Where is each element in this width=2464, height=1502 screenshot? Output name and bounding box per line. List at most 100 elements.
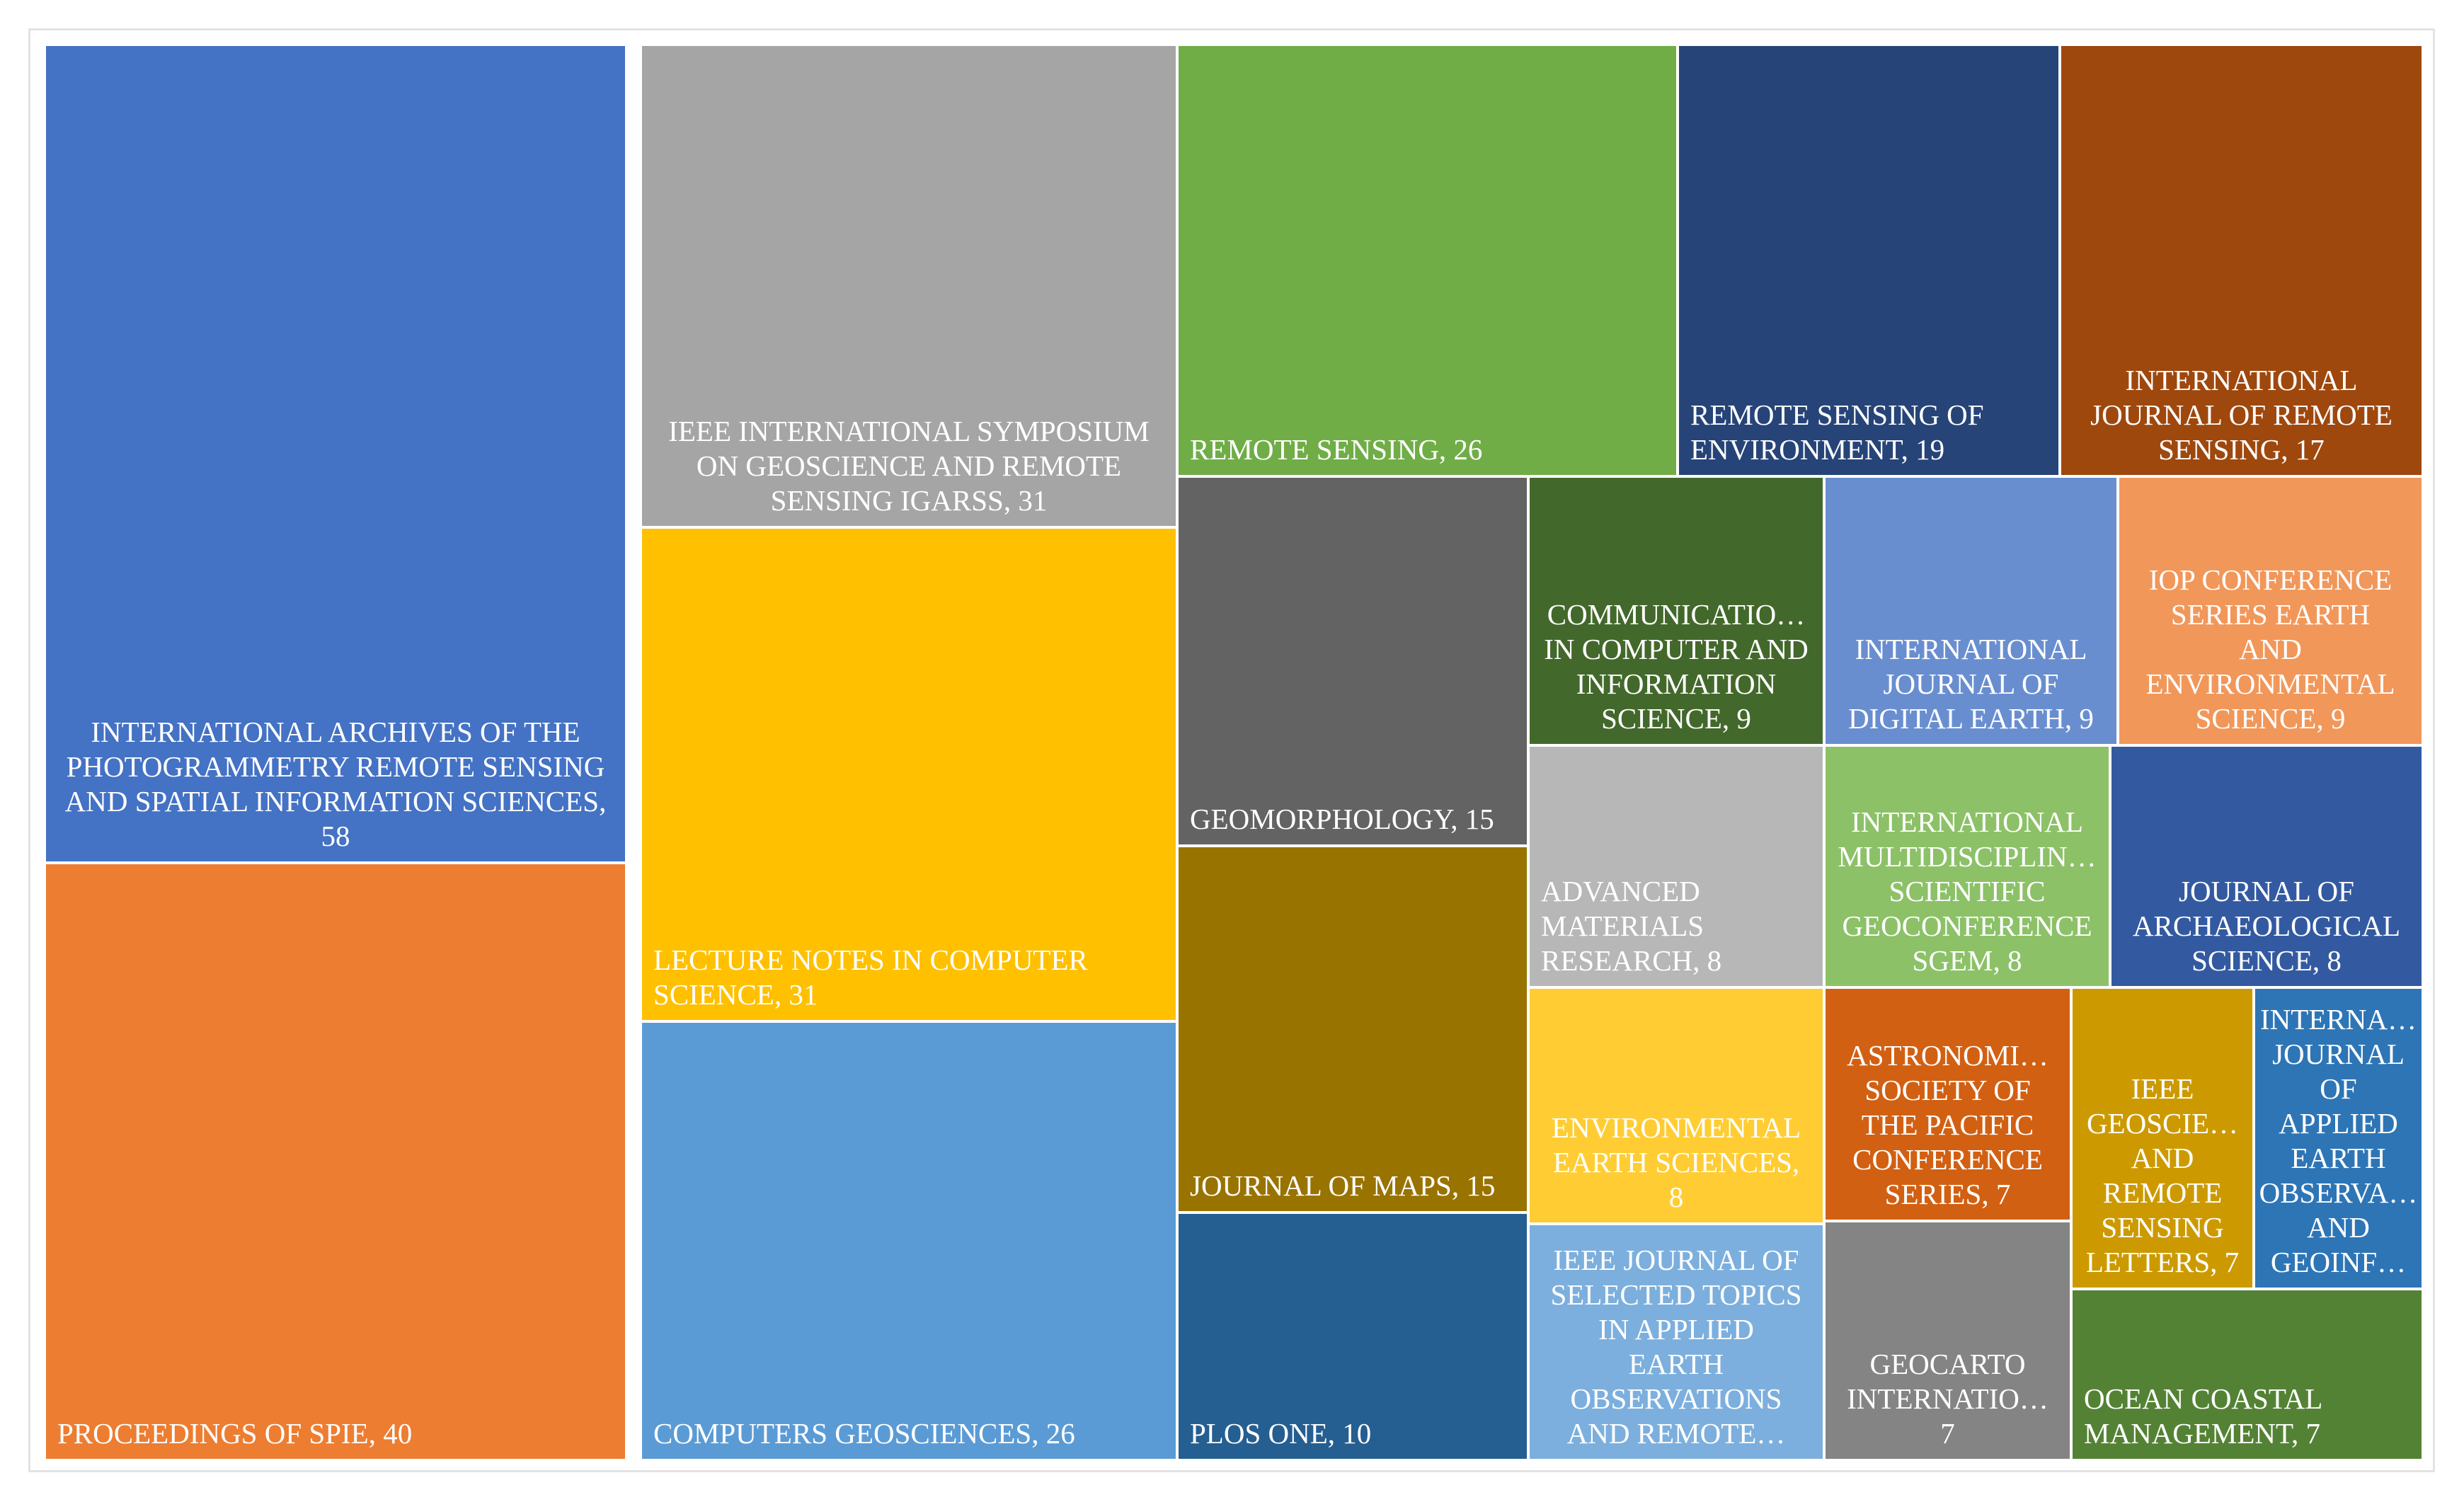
tile-rect [2255,989,2422,1288]
tile-label: AND SPATIAL INFORMATION SCIENCES, [65,785,607,818]
tile-label: SCIENTIFIC [1889,875,2046,907]
tile-label: SERIES EARTH [2171,598,2370,631]
tile-label: DIGITAL EARTH, 9 [1848,702,2094,735]
tile-label: AND [2307,1211,2370,1244]
tile-label: REMOTE [2103,1176,2223,1209]
chart-frame: INTERNATIONAL ARCHIVES OF THE PHOTOGRAMME… [28,28,2435,1472]
tile-rect [2061,46,2422,475]
tile-label: MATERIALS [1541,910,1704,942]
tile-label: IEEE JOURNAL OF [1554,1244,1799,1276]
tile-label: ADVANCED [1541,875,1700,907]
tile-rect [642,46,1176,526]
tile-label: IOP CONFERENCE [2149,563,2393,596]
tile-label: REMOTE SENSING OF [1690,399,1984,431]
tile-rect [1826,989,2070,1220]
tile-label: OF [2320,1072,2356,1105]
tile-rect [2119,478,2422,744]
tile-label: EARTH SCIENCES, [1553,1146,1799,1179]
tile-rect [2073,1290,2422,1459]
tile-label: ARCHAEOLOGICAL [2133,910,2400,942]
tile-label: IEEE INTERNATIONAL SYMPOSIUM [668,415,1150,447]
tile-label: GEOMORPHOLOGY, 15 [1190,803,1494,835]
tile-label: IEEE [2131,1072,2194,1105]
tile-label: OCEAN COASTAL [2084,1382,2322,1415]
tile-label: INTERNATIONAL [2126,364,2358,396]
tile-label: APPLIED [2279,1107,2398,1140]
tile-label: SOCIETY OF [1864,1074,2030,1106]
tile-label: INTERNATIONAL [1855,633,2087,665]
tile-label: PHOTOGRAMMETRY REMOTE SENSING [67,750,605,783]
tile-label: AND [2131,1142,2194,1174]
tile-label: INTERNATIO… [1847,1382,2048,1415]
tile-remote-sensing: REMOTE SENSING, 26 [1179,46,1676,475]
tile-communications-in-computer-and-information-scien: COMMUNICATIO…IN COMPUTER ANDINFORMATIONS… [1530,478,1823,744]
tile-rect [642,1023,1176,1459]
tile-label: SGEM, 8 [1913,944,2022,977]
tile-geomorphology: GEOMORPHOLOGY, 15 [1179,478,1527,844]
tile-label: GEOCONFERENCE [1842,910,2092,942]
tile-label: CONFERENCE [1852,1143,2043,1176]
tile-label: PLOS ONE, 10 [1190,1417,1371,1450]
tile-label: LETTERS, 7 [2086,1246,2239,1278]
tile-rect [1530,1225,1823,1459]
tile-label: JOURNAL OF REMOTE [2090,399,2393,431]
tile-label: SERIES, 7 [1885,1178,2011,1210]
tile-label: ON GEOSCIENCE AND REMOTE [697,449,1121,482]
tile-label: PROCEEDINGS OF SPIE, 40 [57,1417,412,1450]
tile-label: INTERNA… [2260,1003,2417,1036]
tile-label: IN APPLIED [1598,1313,1754,1346]
tile-label: THE PACIFIC [1862,1108,2034,1141]
tile-rect [1530,478,1823,744]
tile-rect [1530,747,1823,986]
tile-label: ENVIRONMENTAL [1552,1111,1801,1144]
tile-label: ENVIRONMENT, 19 [1690,433,1944,466]
tile-label: SCIENCE, 8 [2191,944,2342,977]
tile-label: AND REMOTE… [1567,1417,1786,1450]
tile-label: SCIENCE, 9 [1601,702,1751,735]
tile-label: RESEARCH, 8 [1541,944,1721,977]
tile-label: SELECTED TOPICS [1550,1278,1801,1311]
tile-label: MULTIDISCIPLIN… [1838,840,2096,873]
tile-label: MANAGEMENT, 7 [2084,1417,2320,1450]
tile-proceedings-of-spie: PROCEEDINGS OF SPIE, 40 [46,864,625,1459]
tile-rect [1826,478,2116,744]
tile-label: JOURNAL OF [2179,875,2354,907]
tile-label: SENSING [2101,1211,2223,1244]
tile-label: INFORMATION [1576,667,1776,700]
tile-label: OBSERVATIONS [1571,1382,1782,1415]
tile-label: REMOTE SENSING, 26 [1190,433,1482,466]
tile-rect [642,529,1176,1020]
tile-label: JOURNAL [2272,1038,2405,1070]
tile-rect [1826,1222,2070,1459]
tile-rect [1179,478,1527,844]
tile-label: SCIENCE, 31 [653,978,818,1011]
tile-rect [2073,989,2252,1288]
tile-rect [2111,747,2422,986]
tile-journal-of-maps: JOURNAL OF MAPS, 15 [1179,847,1527,1211]
tile-rect [46,864,625,1459]
tile-rect [1179,847,1527,1211]
tile-rect [46,46,625,861]
tile-label: EARTH [1629,1348,1724,1380]
tile-rect [1679,46,2058,475]
tile-label: SCIENCE, 9 [2196,702,2346,735]
tile-label: JOURNAL OF MAPS, 15 [1190,1169,1495,1202]
tile-rect [1826,747,2109,986]
tile-label: 8 [1669,1181,1684,1213]
tile-international-journal-of-applied-earth-observati: INTERNA…JOURNALOFAPPLIEDEARTHOBSERVA…AND… [2255,989,2422,1288]
tile-computers-geosciences: COMPUTERS GEOSCIENCES, 26 [642,1023,1176,1459]
tile-label: OBSERVA… [2259,1176,2418,1209]
tile-rect [1530,989,1823,1222]
tile-label: GEOINF… [2271,1246,2406,1278]
tile-label: 7 [1940,1417,1955,1450]
